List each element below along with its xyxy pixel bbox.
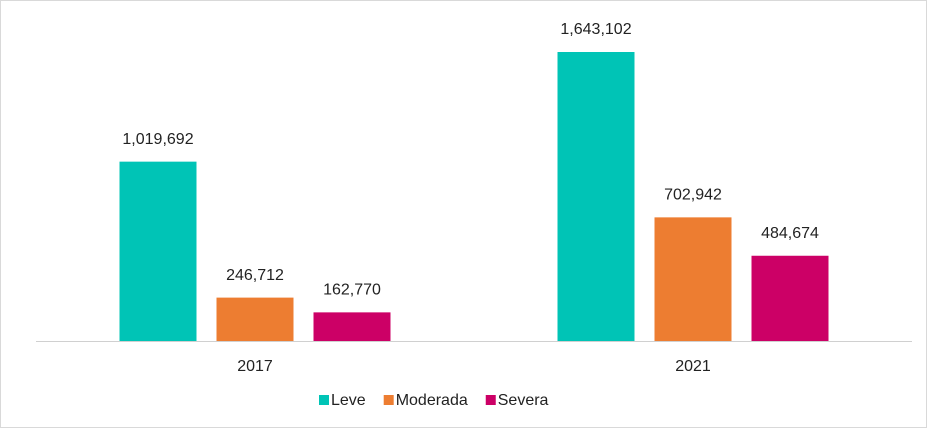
bar xyxy=(654,217,732,341)
bar xyxy=(557,52,635,341)
legend-swatch xyxy=(383,395,394,405)
data-label: 246,712 xyxy=(226,267,284,284)
x-tick-label: 2017 xyxy=(237,358,273,375)
legend-swatch xyxy=(485,395,496,405)
data-label: 1,019,692 xyxy=(122,131,193,148)
data-label: 702,942 xyxy=(664,187,722,204)
legend-label: Severa xyxy=(498,392,549,409)
data-label: 162,770 xyxy=(323,282,381,299)
legend-label: Moderada xyxy=(396,392,468,409)
data-label: 484,674 xyxy=(761,225,819,242)
bar xyxy=(119,161,197,341)
legend-label: Leve xyxy=(331,392,366,409)
legend-swatch xyxy=(319,395,329,405)
bar xyxy=(313,312,391,341)
bar xyxy=(216,297,294,341)
data-label: 1,643,102 xyxy=(560,21,631,38)
x-tick-label: 2021 xyxy=(675,358,711,375)
bar xyxy=(751,255,829,341)
